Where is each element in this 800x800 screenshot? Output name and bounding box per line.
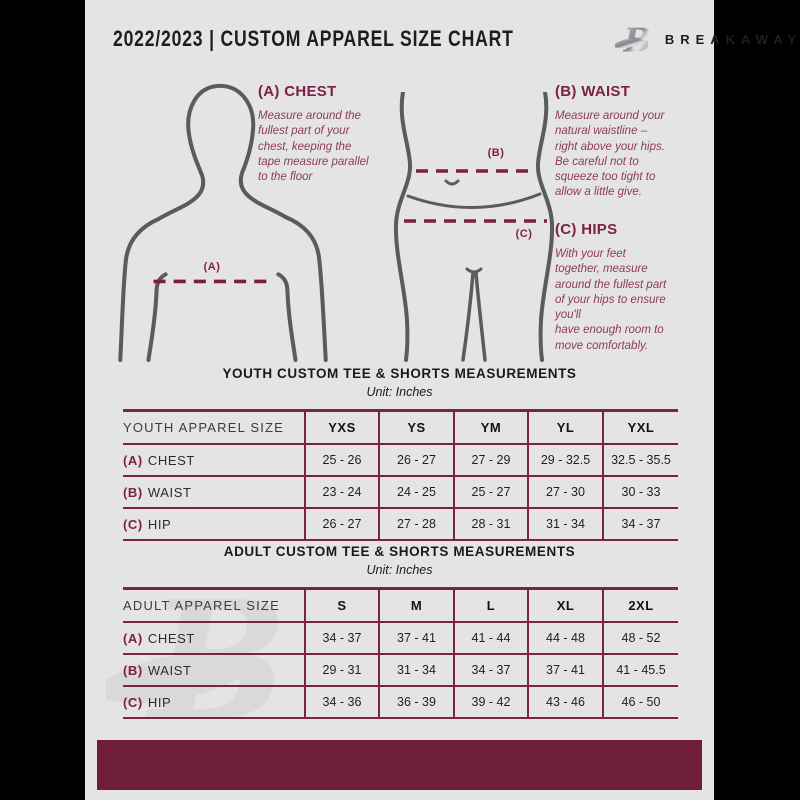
table-row: (A) CHEST 25 - 26 26 - 27 27 - 29 29 - 32… xyxy=(123,444,678,477)
table-cell: 37 - 41 xyxy=(378,622,454,655)
brand-name: BREAKAWAY xyxy=(664,31,800,47)
row-prefix: (A) xyxy=(123,630,143,646)
youth-section-title: YOUTH CUSTOM TEE & SHORTS MEASUREMENTS xyxy=(222,366,577,381)
column-header: YM xyxy=(453,410,528,445)
row-label: (A) CHEST xyxy=(123,622,305,655)
row-name: WAIST xyxy=(147,662,192,678)
row-prefix: (B) xyxy=(123,662,143,678)
table-cell: 36 - 39 xyxy=(378,686,454,719)
table-cell: 31 - 34 xyxy=(527,508,603,541)
table-row: (B) WAIST 23 - 24 24 - 25 25 - 27 27 - 30… xyxy=(123,476,678,509)
table-cell: 32.5 - 35.5 xyxy=(602,444,678,477)
table-cell: 34 - 37 xyxy=(304,622,379,655)
row-name: WAIST xyxy=(147,484,192,500)
column-header: 2XL xyxy=(602,588,678,623)
column-header: XL xyxy=(527,588,603,623)
row-name: HIP xyxy=(147,516,172,532)
row-prefix: (A) xyxy=(123,452,143,468)
column-header: S xyxy=(304,588,379,623)
row-name: CHEST xyxy=(147,630,195,646)
table-cell: 34 - 37 xyxy=(602,508,678,541)
page-title: 2022/2023 | CUSTOM APPAREL SIZE CHART xyxy=(113,26,514,51)
size-chart-page: B 2022/2023 | CUSTOM APPAREL SIZE CHART … xyxy=(85,0,796,800)
table-cell: 31 - 34 xyxy=(378,654,454,687)
table-cell: 28 - 31 xyxy=(453,508,528,541)
chest-guide: (A) CHEST Measure around the fullest par… xyxy=(258,83,388,185)
row-name: HIP xyxy=(147,694,172,710)
table-row: (C) HIP 34 - 36 36 - 39 39 - 42 43 - 46 4… xyxy=(123,686,678,719)
row-label: (C) HIP xyxy=(123,686,305,719)
row-label: (B) WAIST xyxy=(123,476,305,509)
youth-size-table: YOUTH APPAREL SIZE YXS YS YM YL YXL (A) C… xyxy=(123,409,678,541)
table-cell: 23 - 24 xyxy=(304,476,379,509)
table-cell: 26 - 27 xyxy=(304,508,379,541)
hips-guide: (C) HIPS With your feet together, measur… xyxy=(555,221,701,354)
table-cell: 29 - 32.5 xyxy=(527,444,603,477)
waist-guide-heading: (B) WAIST xyxy=(555,83,631,100)
hips-guide-heading: (C) HIPS xyxy=(555,221,618,238)
table-cell: 25 - 26 xyxy=(304,444,379,477)
table-cell: 34 - 37 xyxy=(453,654,528,687)
row-prefix: (B) xyxy=(123,484,143,500)
column-header: YS xyxy=(378,410,454,445)
table-cell: 46 - 50 xyxy=(602,686,678,719)
table-cell: 34 - 36 xyxy=(304,686,379,719)
chest-line-label: (A) xyxy=(203,261,221,273)
youth-unit-label: Unit: Inches xyxy=(366,385,433,399)
row-label: (B) WAIST xyxy=(123,654,305,687)
table-cell: 29 - 31 xyxy=(304,654,379,687)
table-cell: 27 - 28 xyxy=(378,508,454,541)
adult-unit-label: Unit: Inches xyxy=(366,563,433,577)
document-header: 2022/2023 | CUSTOM APPAREL SIZE CHART B … xyxy=(113,16,796,62)
row-label: (C) HIP xyxy=(123,508,305,541)
table-cell: 26 - 27 xyxy=(378,444,454,477)
breakaway-b-logo-icon: B xyxy=(614,21,651,58)
waist-line-label: (B) xyxy=(487,147,505,159)
table-cell: 44 - 48 xyxy=(527,622,603,655)
adult-header-row: ADULT APPAREL SIZE S M L XL 2XL xyxy=(123,588,678,623)
youth-header-row: YOUTH APPAREL SIZE YXS YS YM YL YXL xyxy=(123,410,678,445)
table-cell: 25 - 27 xyxy=(453,476,528,509)
table-cell: 30 - 33 xyxy=(602,476,678,509)
hips-guide-body: With your feet together, measure around … xyxy=(555,248,667,352)
adult-section-title: ADULT CUSTOM TEE & SHORTS MEASUREMENTS xyxy=(223,544,576,559)
column-header: L xyxy=(453,588,528,623)
hips-figure xyxy=(393,92,555,362)
chest-guide-heading: (A) CHEST xyxy=(258,83,337,100)
column-header: ADULT APPAREL SIZE xyxy=(123,588,305,623)
brand: B BREAKAWAY xyxy=(614,20,800,58)
table-cell: 24 - 25 xyxy=(378,476,454,509)
table-cell: 27 - 30 xyxy=(527,476,603,509)
chest-figure xyxy=(118,84,328,362)
table-row: (B) WAIST 29 - 31 31 - 34 34 - 37 37 - 41… xyxy=(123,654,678,687)
adult-size-table: ADULT APPAREL SIZE S M L XL 2XL (A) CHEST… xyxy=(123,587,678,719)
waist-guide-body: Measure around your natural waistline – … xyxy=(555,110,665,199)
row-label: (A) CHEST xyxy=(123,444,305,477)
hip-line-label: (C) xyxy=(515,228,533,240)
table-cell: 37 - 41 xyxy=(527,654,603,687)
table-cell: 41 - 45.5 xyxy=(602,654,678,687)
table-cell: 27 - 29 xyxy=(453,444,528,477)
table-cell: 48 - 52 xyxy=(602,622,678,655)
column-header: YL xyxy=(527,410,603,445)
footer-bar xyxy=(97,740,702,790)
column-header: M xyxy=(378,588,454,623)
column-header: YXL xyxy=(602,410,678,445)
table-row: (A) CHEST 34 - 37 37 - 41 41 - 44 44 - 48… xyxy=(123,622,678,655)
column-header: YOUTH APPAREL SIZE xyxy=(123,410,305,445)
row-prefix: (C) xyxy=(123,694,143,710)
table-cell: 39 - 42 xyxy=(453,686,528,719)
waist-guide: (B) WAIST Measure around your natural wa… xyxy=(555,83,697,201)
table-cell: 41 - 44 xyxy=(453,622,528,655)
table-cell: 43 - 46 xyxy=(527,686,603,719)
column-header: YXS xyxy=(304,410,379,445)
table-row: (C) HIP 26 - 27 27 - 28 28 - 31 31 - 34 3… xyxy=(123,508,678,541)
row-prefix: (C) xyxy=(123,516,143,532)
row-name: CHEST xyxy=(147,452,195,468)
chest-guide-body: Measure around the fullest part of your … xyxy=(258,110,369,184)
